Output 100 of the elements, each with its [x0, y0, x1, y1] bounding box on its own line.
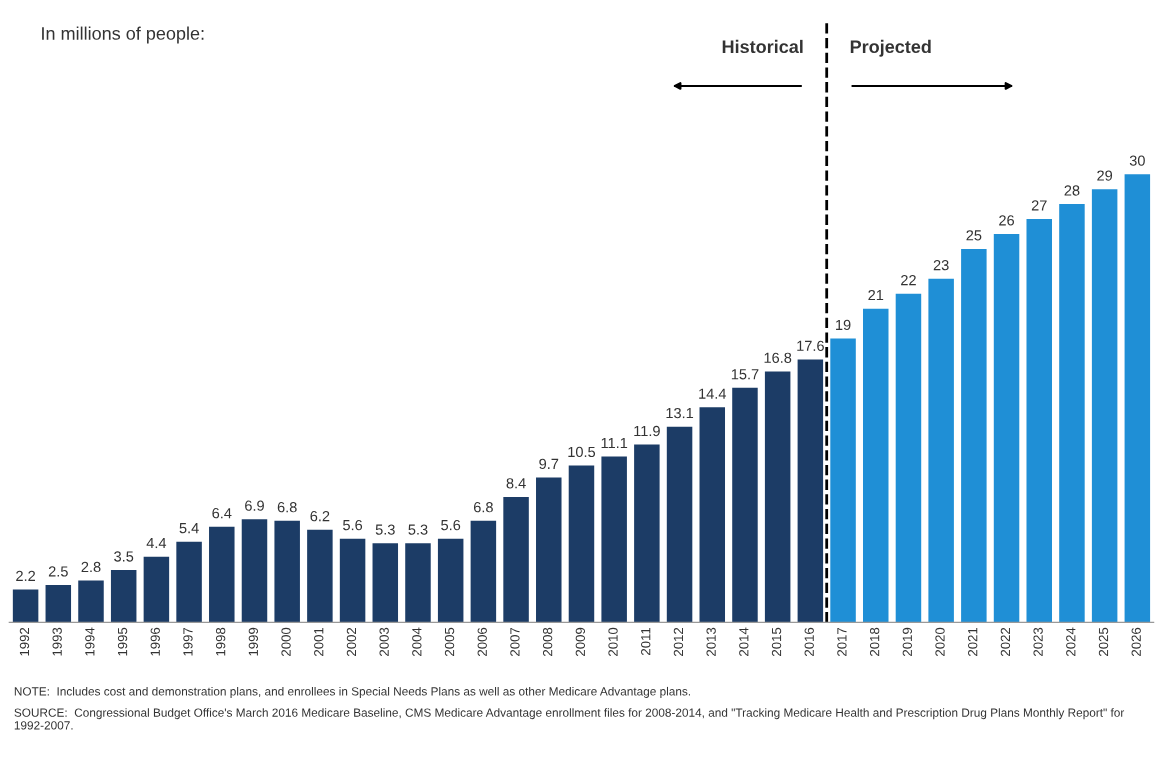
data-label: 11.9: [634, 425, 660, 437]
x-tick-label: 1996: [150, 627, 160, 656]
x-tick-label: 1998: [215, 627, 226, 656]
x-tick-label: 2015: [771, 627, 782, 656]
bar: [895, 293, 922, 623]
bar: [339, 538, 366, 623]
data-label: 2.5: [48, 566, 68, 577]
data-label: 6.4: [212, 508, 232, 519]
x-tick-label: 2012: [673, 627, 684, 656]
x-tick-label: 2021: [968, 627, 978, 656]
bar: [372, 543, 399, 623]
bar: [1026, 219, 1052, 623]
x-tick-label: 2000: [281, 627, 291, 656]
data-label: 5.4: [179, 523, 199, 534]
bar: [176, 541, 202, 623]
data-label: 8.4: [506, 478, 526, 489]
data-label: 2.2: [16, 570, 35, 581]
x-tick-label: 1992: [19, 627, 30, 656]
bar: [797, 359, 824, 623]
x-tick-label: 2011: [641, 627, 651, 655]
bar: [699, 407, 726, 623]
data-label: 5.3: [408, 524, 428, 535]
bar: [764, 371, 791, 623]
bar: [307, 529, 333, 623]
bar: [110, 570, 137, 623]
data-label: 21: [868, 289, 884, 301]
data-label: 3.5: [114, 551, 134, 562]
bar: [274, 520, 300, 623]
bar: [1059, 204, 1085, 623]
data-label: 9.7: [539, 458, 559, 470]
data-label: 4.4: [146, 538, 167, 549]
x-tick-label: 1994: [85, 627, 95, 656]
x-tick-label: 1993: [52, 627, 62, 656]
data-label: 5.6: [343, 519, 363, 531]
bar: [536, 477, 562, 623]
bar: [143, 556, 170, 623]
bar: [863, 308, 889, 623]
text: Projected: [850, 39, 931, 57]
chart-subtitle: In millions of people:: [42, 26, 204, 44]
data-label: 15.7: [731, 369, 759, 380]
x-tick-label: 2005: [444, 627, 455, 656]
data-label: 6.8: [473, 502, 493, 513]
data-label: 27: [1031, 200, 1047, 211]
data-label: 6.9: [245, 500, 264, 511]
x-tick-label: 2010: [608, 627, 618, 656]
data-label: 14.4: [699, 388, 727, 399]
x-tick-label: 2001: [314, 627, 324, 656]
data-label: 5.3: [375, 524, 395, 535]
bar: [634, 444, 660, 623]
data-label: 22: [901, 274, 916, 286]
bar: [601, 456, 627, 623]
x-tick-label: 2024: [1066, 627, 1076, 656]
bar: [830, 338, 856, 623]
data-label: 16.8: [764, 352, 792, 363]
data-label: 2.8: [81, 561, 101, 573]
bar: [45, 585, 72, 623]
bar: [666, 426, 693, 623]
bar: [928, 278, 954, 623]
bar: [405, 543, 431, 623]
x-tick-label: 2016: [804, 627, 814, 656]
x-tick-label: 2009: [575, 627, 586, 656]
x-tick-label: 2006: [477, 627, 487, 656]
x-tick-label: 2023: [1033, 627, 1043, 656]
x-tick-label: 2003: [379, 627, 389, 656]
x-tick-label: 2018: [869, 627, 880, 656]
x-tick-label: 2004: [412, 627, 422, 656]
bar: [1091, 189, 1118, 623]
data-label: 6.8: [277, 502, 297, 513]
x-tick-label: 2020: [935, 627, 945, 656]
bar: [12, 589, 39, 623]
bar: [993, 233, 1020, 623]
x-tick-label: 1997: [183, 627, 193, 656]
x-tick-label: 2007: [510, 627, 520, 656]
data-label: 11.1: [601, 437, 628, 448]
bar: [437, 538, 464, 623]
bar: [78, 580, 104, 623]
data-label: 17.6: [797, 340, 824, 352]
data-label: 25: [966, 230, 982, 241]
text: Historical: [722, 39, 803, 54]
x-tick-label: 1995: [117, 627, 128, 656]
data-label: 10.5: [568, 446, 596, 458]
data-label: 26: [999, 215, 1015, 226]
data-label: 28: [1064, 185, 1080, 196]
bar: [1124, 174, 1151, 623]
x-tick-label: 2025: [1098, 627, 1109, 656]
data-label: 13.1: [666, 407, 694, 419]
data-label: 6.2: [310, 510, 330, 522]
x-tick-label: 2022: [1000, 627, 1011, 656]
source-note: SOURCE: Congressional Budget Office's March 2016 Medicare Baseline, CMS Medicare Advantage enrollment files for 2008-2014, and "Tracking Medicare Health and Prescription Drug Plans Monthly Report" for 1992-2007.: [14, 708, 1125, 730]
bar: [568, 465, 595, 623]
bar: [470, 520, 497, 623]
data-label: 23: [933, 260, 949, 271]
bar: [732, 387, 758, 623]
x-tick-label: 2002: [346, 627, 357, 656]
bar: [503, 496, 529, 623]
x-tick-label: 2014: [739, 627, 749, 656]
x-tick-label: 2008: [542, 627, 553, 656]
bar: [241, 519, 268, 623]
data-label: 30: [1129, 155, 1145, 166]
data-label: 5.6: [441, 519, 461, 531]
